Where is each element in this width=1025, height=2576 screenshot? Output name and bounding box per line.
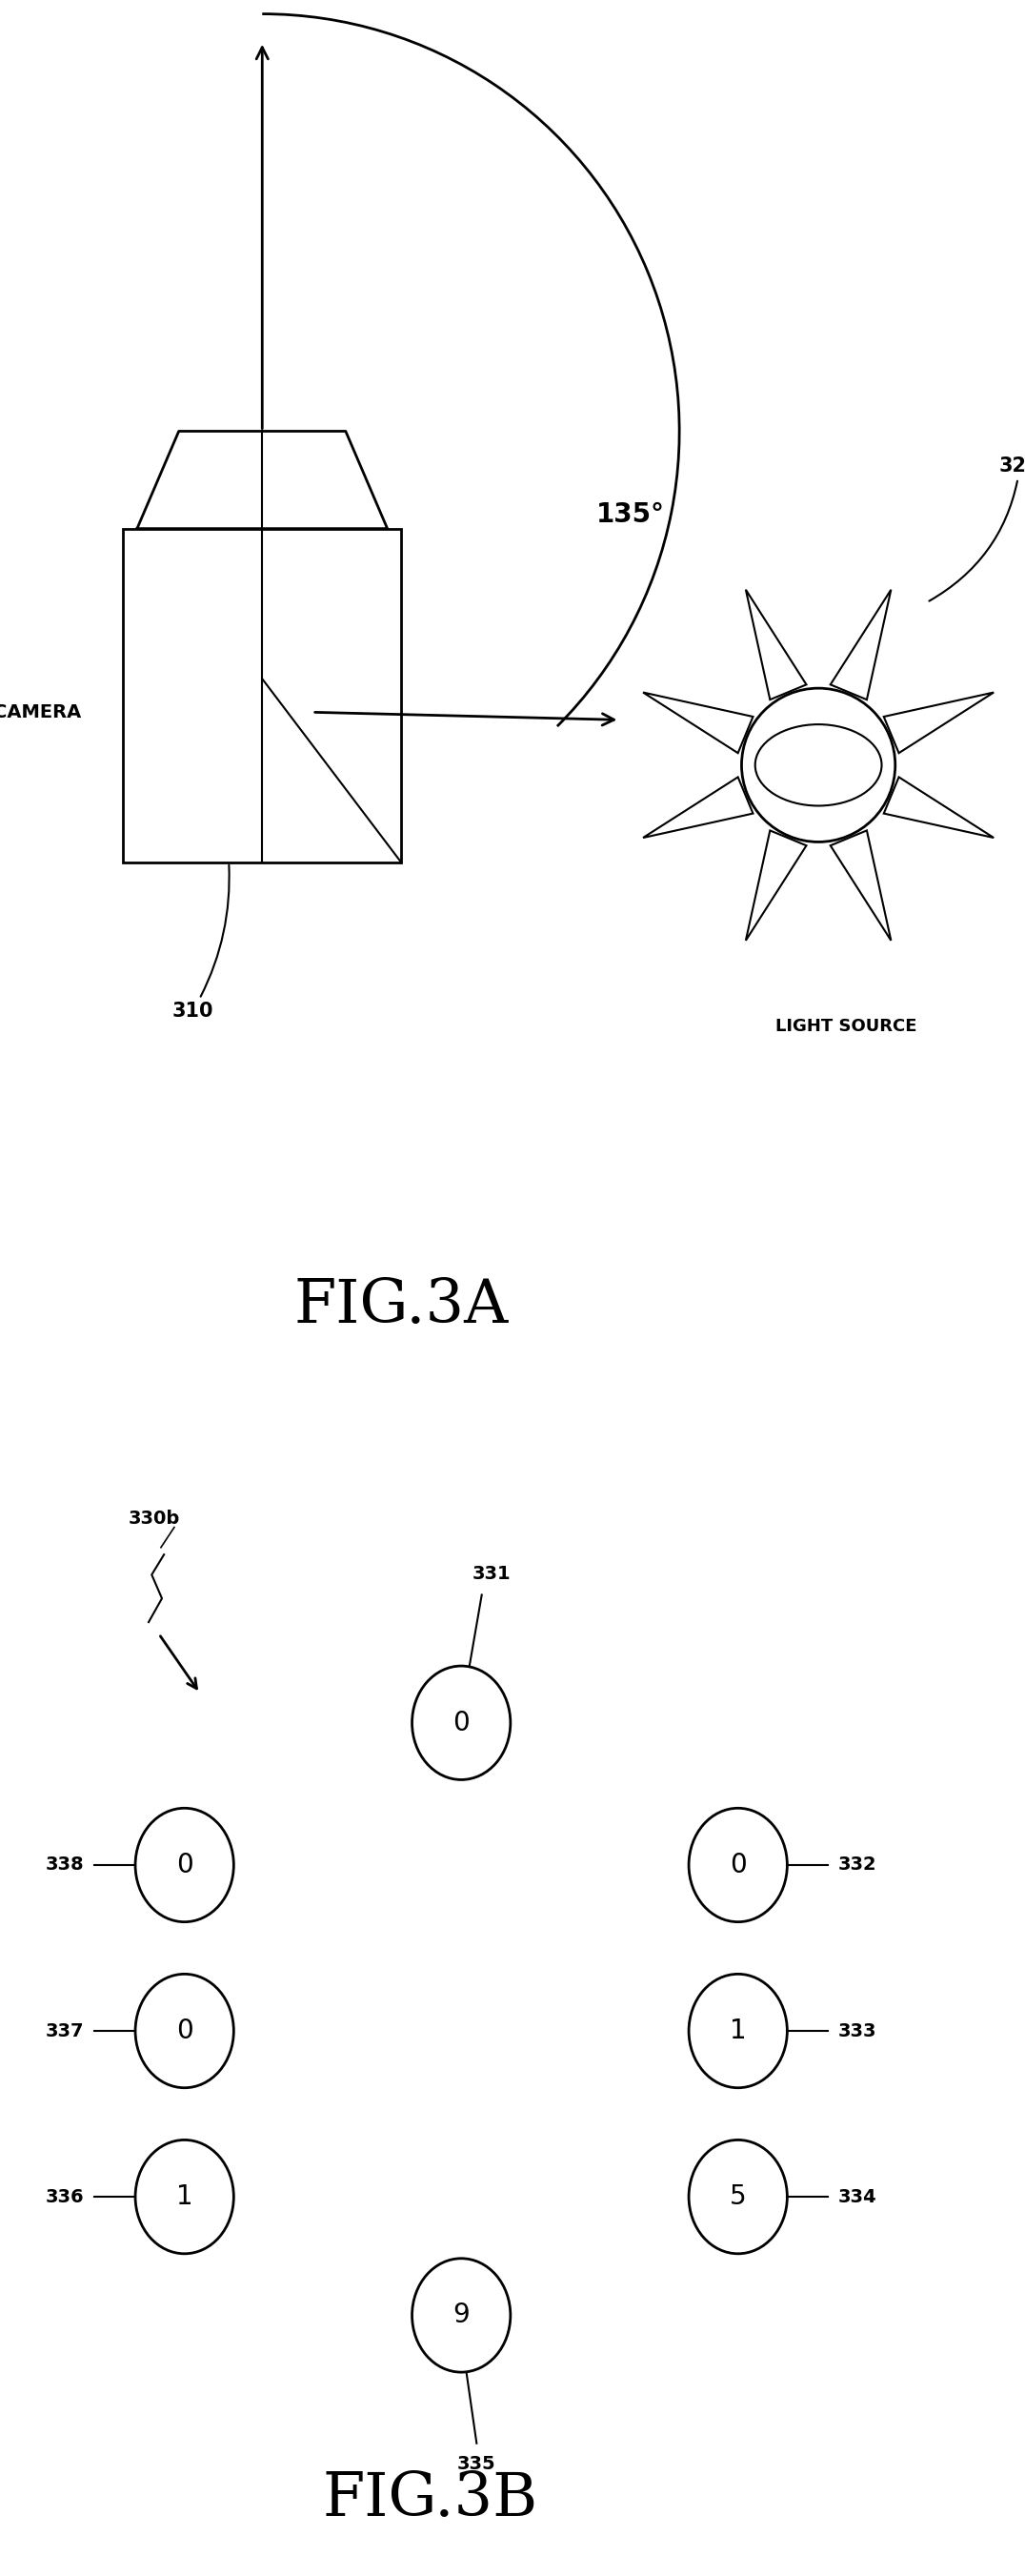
Text: 5: 5 [730,2184,746,2210]
Text: 337: 337 [45,2022,84,2040]
Polygon shape [746,829,807,940]
Text: 9: 9 [453,2303,469,2329]
Polygon shape [884,693,994,752]
Text: FIG.3A: FIG.3A [294,1278,508,1334]
Circle shape [689,1808,787,1922]
Circle shape [689,2141,787,2254]
Circle shape [741,688,895,842]
Text: 330b: 330b [128,1510,179,1528]
Text: 335: 335 [457,2455,496,2473]
Text: 333: 333 [838,2022,877,2040]
Text: 0: 0 [730,1852,746,1878]
Text: CAMERA: CAMERA [0,703,81,721]
Text: 0: 0 [453,1710,469,1736]
Circle shape [412,2259,510,2372]
Text: 135°: 135° [596,502,664,528]
Circle shape [135,1808,234,1922]
Polygon shape [643,778,753,837]
Circle shape [412,1667,510,1780]
Text: 334: 334 [838,2187,877,2205]
Ellipse shape [755,724,882,806]
Circle shape [689,1973,787,2087]
Text: 0: 0 [176,1852,193,1878]
Text: 338: 338 [45,1855,84,1875]
Text: FIG.3B: FIG.3B [323,2470,538,2530]
Text: 310: 310 [172,866,230,1020]
Bar [123,528,401,863]
Text: 331: 331 [473,1564,511,1584]
Text: 1: 1 [176,2184,193,2210]
Circle shape [135,1973,234,2087]
Polygon shape [830,590,891,701]
Text: 1: 1 [730,2017,746,2045]
Polygon shape [884,778,994,837]
Circle shape [135,2141,234,2254]
Text: 0: 0 [176,2017,193,2045]
Text: 336: 336 [45,2187,84,2205]
Polygon shape [830,829,891,940]
Polygon shape [643,693,753,752]
Text: 332: 332 [838,1855,877,1875]
Polygon shape [746,590,807,701]
Text: LIGHT SOURCE: LIGHT SOURCE [776,1018,917,1036]
Text: 320: 320 [929,456,1025,600]
